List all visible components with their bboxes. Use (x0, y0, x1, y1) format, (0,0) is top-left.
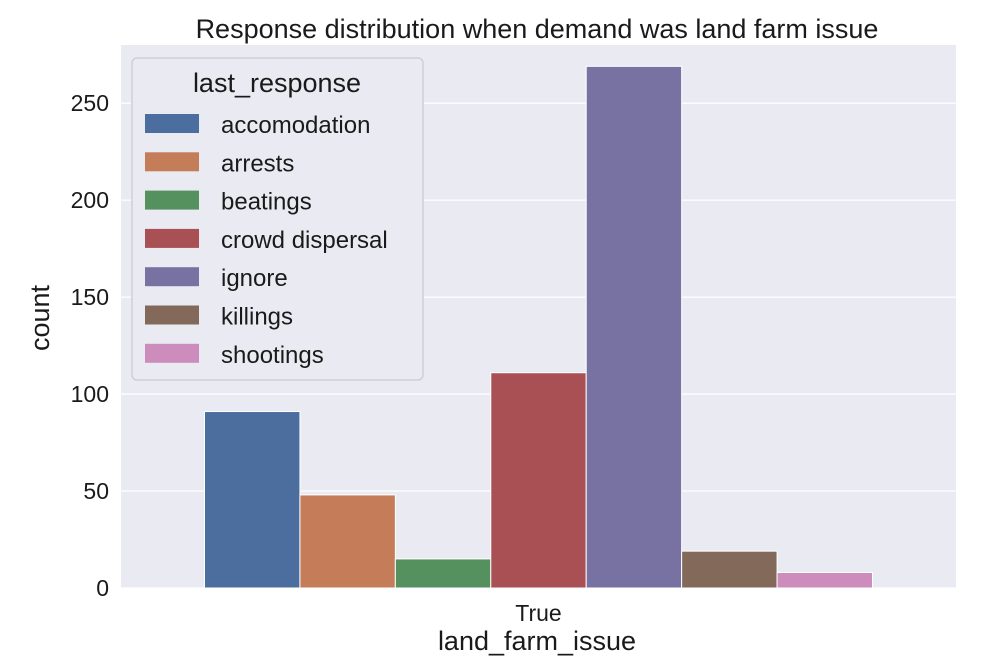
legend-swatch (145, 190, 199, 210)
x-axis-label: land_farm_issue (438, 626, 636, 656)
y-tick-label: 200 (71, 187, 109, 213)
x-tick-labels: True (515, 600, 561, 626)
legend-swatch (145, 305, 199, 325)
bar-ignore (585, 65, 683, 589)
legend-swatch (145, 343, 199, 363)
y-tick-labels: 0 50 100 150 200 250 (71, 90, 109, 601)
legend: last_response accomodation arrests beating… (131, 57, 424, 381)
legend-title: last_response (193, 68, 361, 98)
bar-killings (681, 550, 778, 589)
legend-label: ignore (221, 265, 288, 292)
legend-label: killings (221, 304, 293, 331)
bars (204, 65, 873, 589)
legend-label: crowd dispersal (221, 227, 388, 254)
chart-title: Response distribution when demand was la… (196, 14, 879, 44)
y-tick-label: 100 (71, 381, 109, 407)
legend-label: shootings (221, 342, 324, 369)
bar-accomodation (204, 411, 301, 589)
legend-label: beatings (221, 189, 312, 216)
legend-swatch (145, 152, 199, 172)
legend-swatch (145, 228, 199, 248)
bar-arrests (299, 494, 396, 589)
y-tick-label: 50 (83, 478, 109, 504)
y-tick-label: 150 (71, 284, 109, 310)
legend-label: accomodation (221, 112, 370, 139)
legend-swatch (145, 267, 199, 287)
y-tick-label: 0 (96, 575, 109, 601)
legend-swatch (145, 114, 199, 133)
legend-items: accomodation arrests beatings crowd dispers… (145, 112, 388, 369)
legend-box (131, 57, 424, 381)
bar-crowd-dispersal (490, 372, 587, 589)
legend-label: arrests (221, 150, 294, 177)
x-tick-label: True (515, 600, 561, 626)
y-tick-label: 250 (71, 90, 109, 116)
bar-shootings (776, 571, 873, 589)
y-axis-label: count (25, 284, 55, 351)
bar-beatings (394, 558, 492, 589)
